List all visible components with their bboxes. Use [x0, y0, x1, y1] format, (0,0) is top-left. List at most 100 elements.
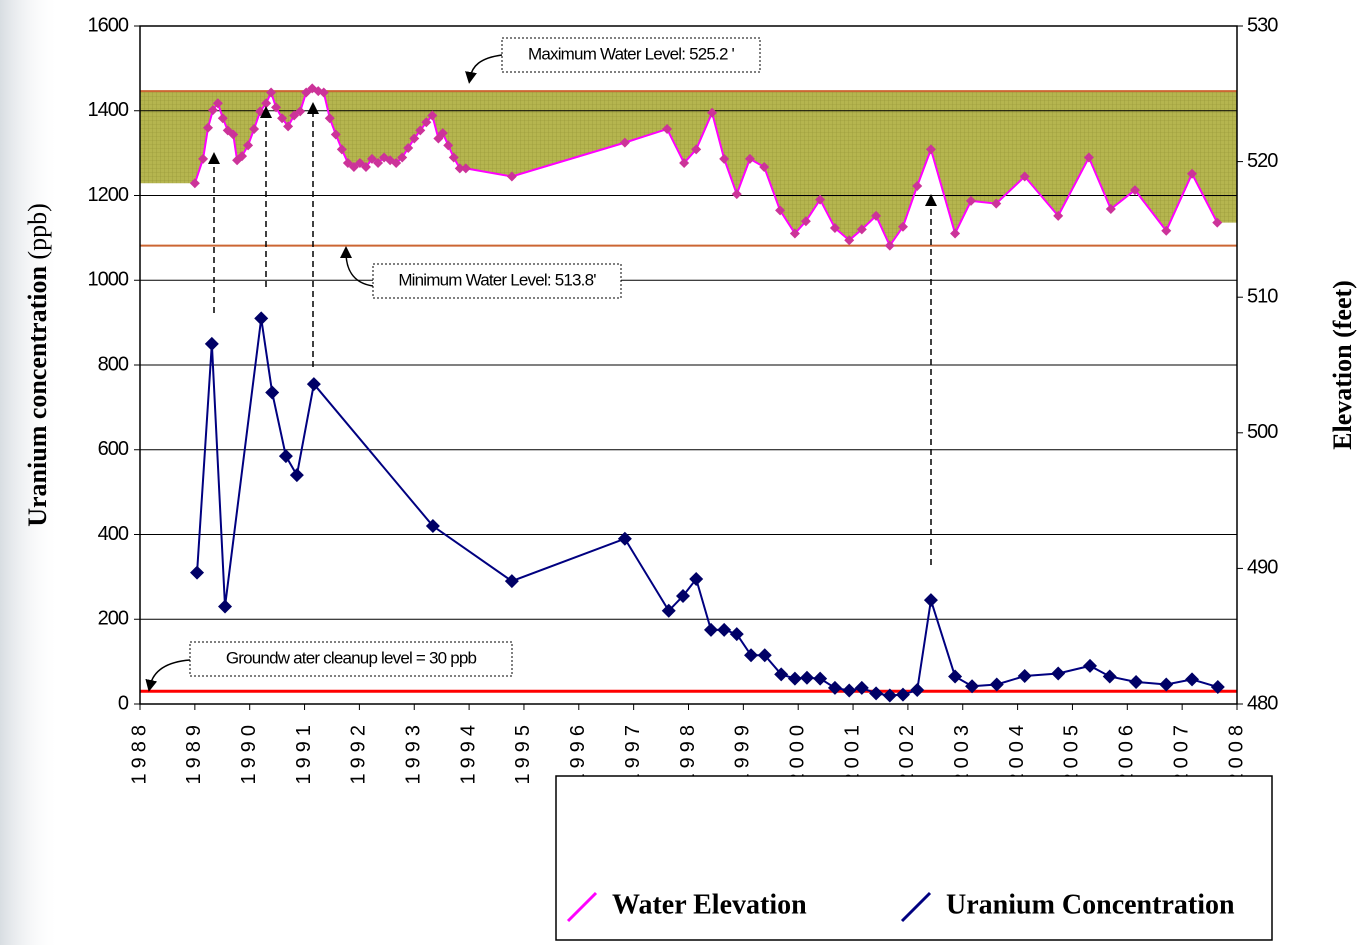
x-tick-label: 2008 — [1225, 720, 1247, 785]
data-point — [895, 687, 910, 702]
y-tick-label: 1200 — [88, 184, 129, 206]
data-point — [204, 336, 219, 351]
data-point — [950, 228, 961, 239]
data-point — [827, 680, 842, 695]
data-point — [1185, 672, 1200, 687]
x-tick-label: 1995 — [512, 720, 534, 785]
data-point — [948, 669, 963, 684]
data-point — [266, 87, 277, 98]
data-point — [871, 210, 882, 221]
x-tick-label: 2005 — [1061, 720, 1083, 785]
data-point — [869, 686, 884, 701]
annotation-box — [189, 641, 513, 677]
data-point — [342, 157, 353, 168]
data-point — [882, 688, 897, 703]
data-point — [198, 153, 209, 164]
x-tick-label: 1988 — [128, 720, 150, 785]
data-point — [991, 198, 1002, 209]
data-point — [318, 87, 329, 98]
data-point — [744, 153, 755, 164]
data-point — [707, 107, 718, 118]
data-point — [1017, 669, 1032, 684]
data-point — [427, 110, 438, 121]
y-label-unit: (ppb) — [23, 203, 52, 259]
elevation-band — [140, 88, 1237, 246]
data-point — [799, 670, 814, 685]
data-point — [689, 571, 704, 586]
data-point — [265, 385, 280, 400]
data-point — [923, 593, 938, 608]
data-point — [237, 151, 248, 162]
data-point — [243, 140, 254, 151]
plot-frame — [139, 25, 1238, 705]
x-tick-label: 2003 — [951, 720, 973, 785]
legend-box — [555, 775, 1273, 941]
y-tick-label: 1600 — [88, 14, 129, 36]
data-point — [301, 87, 312, 98]
data-point — [373, 157, 384, 168]
data-point — [437, 128, 448, 139]
data-point — [775, 205, 786, 216]
data-point — [324, 113, 335, 124]
y2-tick-label: 530 — [1247, 14, 1278, 36]
data-point — [787, 671, 802, 686]
data-point — [965, 195, 976, 206]
data-point — [443, 140, 454, 151]
data-point — [1187, 168, 1198, 179]
x-tick-label: 1999 — [732, 720, 754, 785]
y2-tick-label: 510 — [1247, 285, 1278, 307]
background-shade — [0, 0, 60, 945]
data-point — [261, 98, 272, 109]
data-point — [421, 117, 432, 128]
data-point — [844, 235, 855, 246]
data-point — [1053, 210, 1064, 221]
data-point — [815, 194, 826, 205]
data-point — [829, 223, 840, 234]
x-tick-label: 2004 — [1006, 720, 1028, 785]
data-point — [744, 648, 759, 663]
x-tick-label: 2000 — [786, 720, 808, 785]
y-axis-label: Uranium concentration (ppb) — [23, 203, 52, 527]
data-point — [254, 311, 269, 326]
data-point — [989, 677, 1004, 692]
data-point — [212, 98, 223, 109]
data-point — [800, 216, 811, 227]
data-point — [289, 468, 304, 483]
data-point — [306, 377, 321, 392]
y-tick-label: 800 — [98, 353, 129, 375]
data-point — [617, 531, 632, 546]
x-tick-label: 1991 — [293, 720, 315, 785]
data-point — [249, 124, 260, 135]
data-point — [336, 144, 347, 155]
data-point — [912, 181, 923, 192]
data-point — [759, 162, 770, 173]
y2-tick-label: 480 — [1247, 692, 1278, 714]
data-point — [360, 162, 371, 173]
x-tick-label: 1998 — [677, 720, 699, 785]
data-point — [207, 105, 218, 116]
data-point — [218, 599, 233, 614]
data-point — [897, 221, 908, 232]
data-point — [271, 102, 282, 113]
data-point — [1161, 225, 1172, 236]
data-point — [330, 129, 341, 140]
data-point — [228, 129, 239, 140]
arrows — [145, 54, 937, 692]
data-point — [1105, 204, 1116, 215]
x-tick-label: 1994 — [457, 720, 479, 785]
data-point — [397, 152, 408, 163]
annotation: Groundw ater cleanup level = 30 ppb — [226, 648, 477, 667]
data-point — [348, 162, 359, 173]
data-point — [676, 588, 691, 603]
x-tick-label: 2002 — [896, 720, 918, 785]
data-point — [189, 178, 200, 189]
data-point — [774, 667, 789, 682]
data-point — [729, 627, 744, 642]
data-point — [448, 152, 459, 163]
data-point — [367, 153, 378, 164]
data-point — [1212, 217, 1223, 228]
data-point — [662, 124, 673, 135]
data-point — [1051, 666, 1066, 681]
x-tick-label: 2001 — [841, 720, 863, 785]
y-label-main: Uranium concentration — [23, 266, 52, 527]
